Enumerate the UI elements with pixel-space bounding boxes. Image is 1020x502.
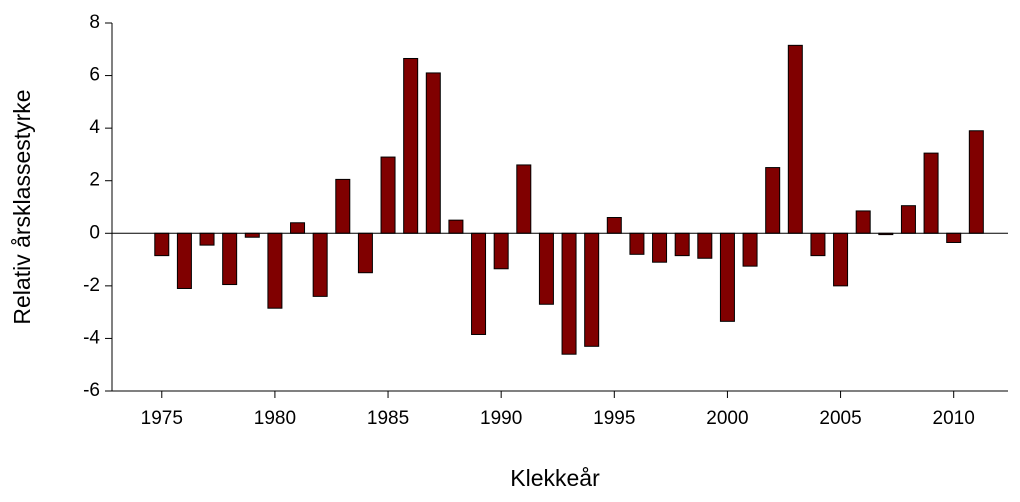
y-axis-label: Relativ årsklassestyrke (9, 89, 35, 324)
y-tick-label: -2 (83, 275, 100, 296)
bar (425, 72, 441, 234)
bar (357, 232, 373, 274)
bar (810, 232, 826, 257)
bar (719, 232, 735, 322)
bar (516, 164, 532, 234)
bar (244, 232, 260, 238)
x-axis-label: Klekkeår (510, 465, 600, 491)
y-tick-label: 2 (89, 170, 100, 191)
bar (652, 232, 668, 263)
y-tick-label: 6 (89, 65, 100, 86)
y-tick-label: -6 (83, 380, 100, 401)
bar (561, 232, 577, 355)
bar (855, 210, 871, 234)
y-tick-label: 4 (89, 117, 100, 138)
bar (697, 232, 713, 259)
bar (222, 232, 238, 286)
bar (493, 232, 509, 270)
x-tick-label: 1995 (593, 408, 635, 429)
bar (403, 57, 419, 234)
x-tick-label: 2010 (933, 408, 975, 429)
bar (584, 232, 600, 347)
y-tick-label: 8 (89, 12, 100, 33)
bar (674, 232, 690, 257)
bar (538, 232, 554, 305)
bar (199, 232, 215, 246)
y-tick-label: -4 (83, 327, 100, 348)
bar (787, 44, 803, 234)
bar (154, 232, 170, 257)
bar (335, 178, 351, 234)
bar (290, 222, 306, 234)
bar (606, 217, 622, 234)
bar (946, 232, 962, 243)
bar (448, 219, 464, 234)
bar (968, 130, 984, 234)
x-tick-label: 1985 (367, 408, 409, 429)
bar (765, 167, 781, 234)
bar (900, 205, 916, 234)
bar (629, 232, 645, 255)
bar (833, 232, 849, 287)
bar (380, 156, 396, 234)
x-tick-label: 1990 (480, 408, 522, 429)
bar (312, 232, 328, 297)
x-tick-label: 1980 (254, 408, 296, 429)
bar (471, 232, 487, 335)
y-tick-label: 0 (89, 222, 100, 243)
x-tick-label: 2000 (706, 408, 748, 429)
bar (267, 232, 283, 309)
x-tick-label: 1975 (141, 408, 183, 429)
bar (742, 232, 758, 267)
bar (923, 152, 939, 234)
bar (176, 232, 192, 289)
x-tick-label: 2005 (819, 408, 861, 429)
